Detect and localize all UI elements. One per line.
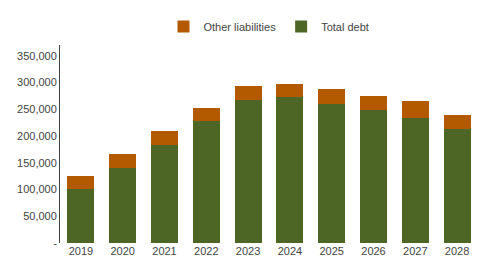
svg-text:-: - [53, 237, 57, 249]
svg-text:2024: 2024 [278, 245, 302, 257]
svg-text:2025: 2025 [319, 245, 343, 257]
svg-text:2028: 2028 [445, 245, 469, 257]
svg-text:300,000: 300,000 [17, 76, 57, 88]
svg-text:50,000: 50,000 [23, 210, 57, 222]
svg-text:2021: 2021 [152, 245, 176, 257]
svg-text:2019: 2019 [69, 245, 93, 257]
svg-text:2020: 2020 [110, 245, 134, 257]
svg-text:2027: 2027 [403, 245, 427, 257]
svg-text:200,000: 200,000 [17, 130, 57, 142]
svg-text:Other liabilities: Other liabilities [204, 21, 277, 33]
svg-text:350,000: 350,000 [17, 50, 57, 62]
svg-text:100,000: 100,000 [17, 183, 57, 195]
svg-text:2022: 2022 [194, 245, 218, 257]
svg-text:250,000: 250,000 [17, 103, 57, 115]
svg-text:2023: 2023 [236, 245, 260, 257]
svg-text:150,000: 150,000 [17, 157, 57, 169]
svg-text:2026: 2026 [361, 245, 385, 257]
svg-text:Total debt: Total debt [321, 21, 369, 33]
